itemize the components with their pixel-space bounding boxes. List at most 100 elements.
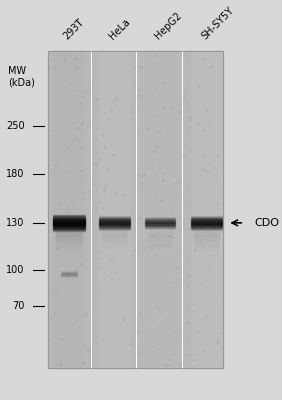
Bar [99, 227, 130, 228]
Bar [102, 236, 127, 237]
Bar [56, 242, 82, 244]
Bar [148, 232, 172, 234]
Bar [56, 248, 82, 249]
Bar [102, 237, 127, 238]
Bar [53, 228, 85, 229]
Bar [99, 221, 130, 222]
Bar [53, 225, 85, 226]
Bar [53, 215, 85, 216]
Bar [194, 241, 219, 242]
Bar [194, 248, 219, 249]
Text: 70: 70 [12, 301, 25, 311]
Bar [194, 244, 219, 245]
Bar [148, 248, 172, 249]
Bar [56, 240, 82, 241]
Bar [48, 51, 223, 368]
Bar [191, 229, 222, 230]
Bar [148, 241, 172, 242]
Bar [194, 234, 219, 235]
Bar [194, 237, 219, 238]
Bar [102, 245, 127, 246]
Bar [191, 222, 222, 223]
Bar [56, 232, 82, 234]
Bar [102, 249, 127, 250]
Bar [53, 222, 85, 223]
Bar [53, 226, 85, 227]
Bar [194, 236, 219, 237]
Bar [56, 231, 82, 232]
Bar [191, 223, 222, 224]
Bar [191, 220, 222, 221]
Bar [56, 241, 82, 242]
Bar [53, 224, 85, 225]
Bar [191, 219, 222, 220]
Bar [194, 242, 219, 244]
Bar [194, 249, 219, 250]
Bar [194, 245, 219, 246]
Bar [56, 245, 82, 246]
Bar [53, 221, 85, 222]
Bar [99, 218, 130, 219]
Bar [56, 234, 82, 235]
Bar [194, 231, 219, 232]
Bar [102, 235, 127, 236]
Bar [102, 240, 127, 241]
Bar [53, 216, 85, 217]
Bar [53, 223, 85, 224]
Bar [148, 240, 172, 241]
Bar [194, 246, 219, 248]
Text: 130: 130 [6, 218, 25, 228]
Bar [148, 236, 172, 237]
Bar [99, 51, 130, 368]
Bar [53, 51, 85, 368]
Bar [48, 51, 223, 368]
Bar [194, 238, 219, 240]
Bar [148, 238, 172, 240]
Bar [56, 246, 82, 248]
Bar [102, 246, 127, 248]
Bar [148, 231, 172, 232]
Text: HepG2: HepG2 [153, 11, 183, 41]
Bar [99, 229, 130, 230]
Text: SH-SY5Y: SH-SY5Y [199, 5, 236, 41]
Bar [56, 236, 82, 237]
Bar [56, 235, 82, 236]
Bar [99, 228, 130, 229]
Bar [191, 224, 222, 225]
Bar [148, 234, 172, 235]
Bar [102, 242, 127, 244]
Bar [191, 217, 222, 218]
Bar [144, 51, 175, 368]
Bar [53, 220, 85, 221]
Bar [102, 231, 127, 232]
Bar [53, 230, 85, 231]
Text: 293T: 293T [62, 17, 86, 41]
Bar [191, 51, 222, 368]
Bar [99, 220, 130, 221]
Bar [99, 225, 130, 226]
Bar [56, 238, 82, 240]
Bar [99, 224, 130, 225]
Bar [102, 232, 127, 234]
Bar [102, 248, 127, 249]
Bar [53, 229, 85, 230]
Bar [102, 244, 127, 245]
Bar [102, 234, 127, 235]
Bar [56, 244, 82, 245]
Text: CDO: CDO [255, 218, 279, 228]
Bar [191, 227, 222, 228]
Bar [99, 216, 130, 217]
Text: 100: 100 [6, 265, 25, 275]
Bar [191, 218, 222, 219]
Text: 250: 250 [6, 122, 25, 132]
Bar [53, 219, 85, 220]
Bar [191, 216, 222, 217]
Bar [99, 217, 130, 218]
Bar [53, 218, 85, 219]
Bar [148, 249, 172, 250]
Text: HeLa: HeLa [107, 17, 132, 41]
Text: 180: 180 [6, 169, 25, 179]
Bar [194, 235, 219, 236]
Bar [194, 240, 219, 241]
Bar [102, 241, 127, 242]
